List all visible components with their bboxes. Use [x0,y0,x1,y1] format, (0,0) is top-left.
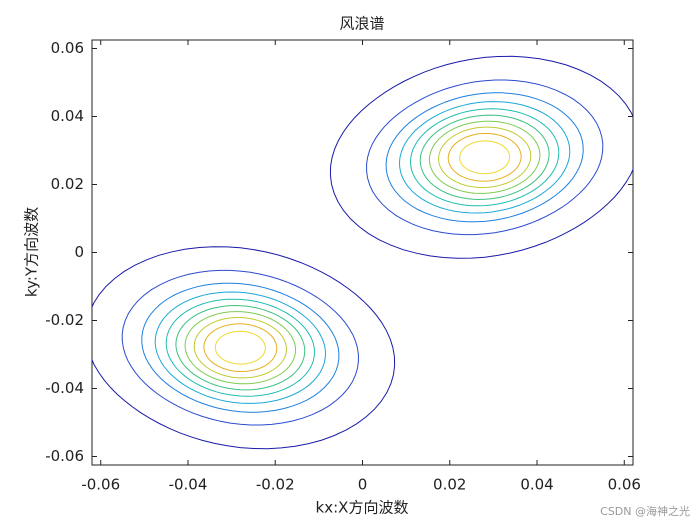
y-tick-label: 0.04 [51,107,84,125]
y-tick-label: -0.04 [45,379,84,397]
plot-area [91,39,634,466]
chart-title: 风浪谱 [339,15,384,33]
contour-line [398,101,571,214]
contour-line [459,140,511,175]
y-axis-label: ky:Y方向波数 [23,207,41,297]
contour-line [203,323,278,372]
y-tick-label: -0.02 [45,311,84,329]
contour-line [409,108,560,207]
contour-line [184,311,297,385]
y-tick-label: 0 [74,243,84,261]
contour-line [428,120,541,194]
contour-line [214,330,266,365]
x-tick-label: -0.06 [81,476,120,494]
x-tick-label: -0.04 [169,476,208,494]
contour-line [385,92,584,223]
x-tick-label: 0.06 [608,476,641,494]
contour-group [92,55,633,450]
contour-line [366,79,604,236]
y-tick-label: 0.02 [51,175,84,193]
y-tick-label: -0.06 [45,447,84,465]
x-axis-label: kx:X方向波数 [316,499,409,517]
x-tick-label: 0.04 [520,476,553,494]
contour-line [154,291,327,404]
y-tick-label: 0.06 [51,39,84,57]
contour-line [175,304,306,391]
contour-line [419,114,550,201]
x-tick-label: 0.02 [433,476,466,494]
x-tick-label: -0.02 [256,476,295,494]
x-tick-label: 0 [358,476,368,494]
contour-line [165,298,316,397]
contour-line [121,269,359,426]
contour-line [329,55,633,259]
contour-line [92,246,396,450]
contour-line [438,126,532,188]
watermark: CSDN @海神之光 [600,504,690,518]
contour-line [141,282,340,413]
contour-line [447,133,522,182]
contour-line [193,317,287,379]
